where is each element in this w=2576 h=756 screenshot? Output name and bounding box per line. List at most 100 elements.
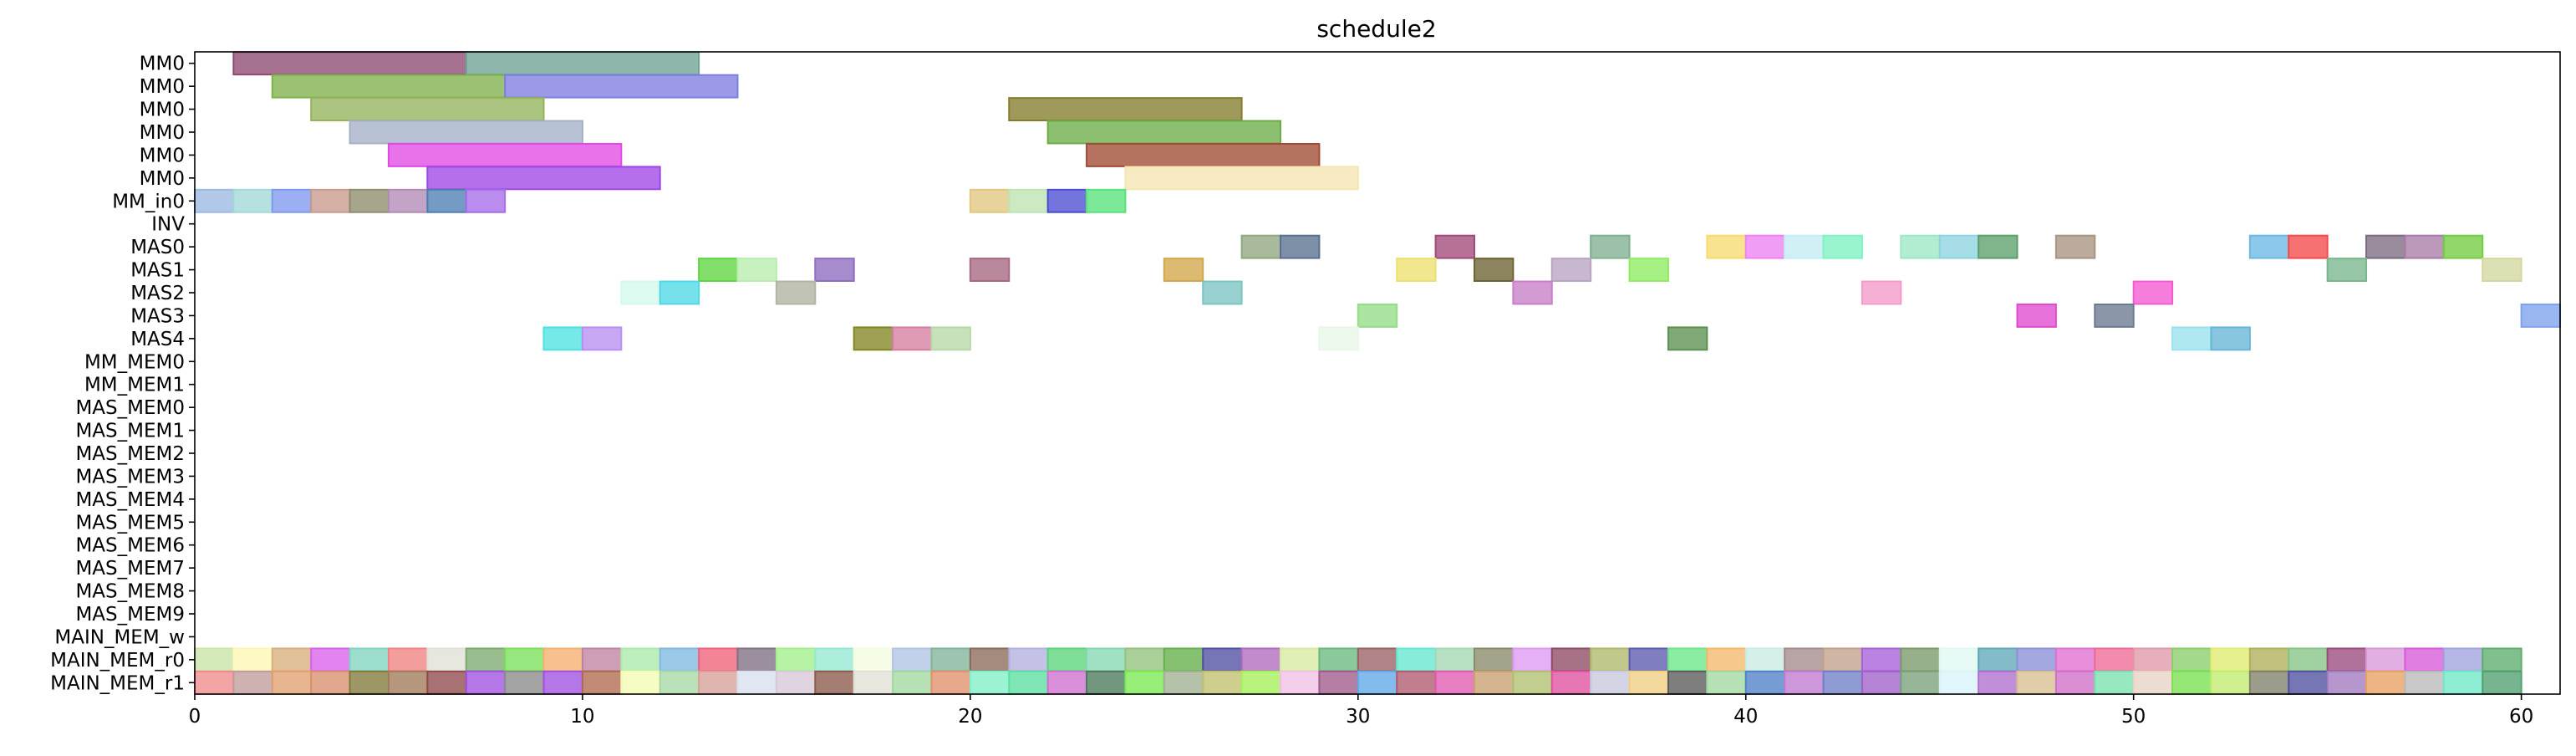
mem-bar-r26-56	[2365, 647, 2406, 672]
mem-bar-r27-37	[1628, 670, 1669, 695]
y-tick-label: MM_MEM0	[84, 351, 185, 373]
mem-bar-r26-49	[2094, 647, 2135, 672]
task-bar-18	[426, 188, 467, 213]
task-bar-31	[1822, 234, 1863, 259]
task-bar-34	[1978, 234, 2019, 259]
mem-bar-r27-31	[1396, 670, 1437, 695]
task-bar-42	[736, 258, 777, 283]
mem-bar-r26-51	[2171, 647, 2212, 672]
mem-bar-r26-26	[1202, 647, 1243, 672]
task-bar-54	[775, 280, 817, 305]
mem-bar-r26-40	[1744, 647, 1786, 672]
mem-bar-r26-14	[736, 647, 777, 672]
task-bar-25	[1280, 234, 1321, 259]
mem-bar-r27-47	[2016, 670, 2057, 695]
mem-bar-r26-57	[2404, 647, 2445, 672]
mem-bar-r27-53	[2248, 670, 2290, 695]
task-bar-60	[2016, 303, 2057, 328]
mem-bar-r26-36	[1590, 647, 1631, 672]
mem-bar-r26-34	[1512, 647, 1553, 672]
y-tick-label: MAS2	[130, 283, 185, 304]
y-tick-label: MM_in0	[112, 191, 185, 212]
mem-bar-r26-16	[814, 647, 855, 672]
task-bar-19	[465, 188, 507, 213]
y-tick-label: MAIN_MEM_r1	[50, 672, 185, 694]
mem-bar-r27-13	[698, 670, 739, 695]
task-bar-8	[387, 142, 623, 167]
mem-bar-r27-7	[465, 670, 507, 695]
mem-bar-r27-34	[1512, 670, 1553, 695]
mem-bar-r26-7	[465, 647, 507, 672]
x-tick-label: 50	[2121, 706, 2146, 728]
mem-bar-r26-13	[698, 647, 739, 672]
task-bar-68	[1318, 326, 1359, 351]
mem-bar-r27-54	[2288, 670, 2329, 695]
mem-bar-r27-6	[426, 670, 467, 695]
mem-bar-r27-56	[2365, 670, 2406, 695]
task-bar-12	[194, 188, 235, 213]
task-bar-13	[232, 188, 273, 213]
y-tick-label: MM0	[140, 100, 185, 121]
task-bar-43	[814, 258, 855, 283]
task-bar-49	[1628, 258, 1669, 283]
task-bar-37	[2288, 234, 2329, 259]
mem-bar-r26-12	[659, 647, 700, 672]
task-bar-32	[1900, 234, 1941, 259]
task-bar-64	[581, 326, 623, 351]
mem-bar-r27-17	[853, 670, 894, 695]
mem-bar-r26-9	[542, 647, 583, 672]
mem-bar-r26-30	[1357, 647, 1398, 672]
mem-bar-r26-22	[1046, 647, 1088, 672]
task-bar-1	[465, 51, 700, 76]
plot-frame	[194, 51, 2561, 695]
mem-bar-r27-38	[1667, 670, 1708, 695]
mem-bar-r26-50	[2132, 647, 2174, 672]
task-bar-28	[1706, 234, 1747, 259]
mem-bar-r27-32	[1434, 670, 1475, 695]
mem-bar-r27-16	[814, 670, 855, 695]
task-bar-48	[1550, 258, 1592, 283]
y-tick-label: MM0	[140, 54, 185, 75]
mem-bar-r26-38	[1667, 647, 1708, 672]
task-bar-50	[2326, 258, 2368, 283]
mem-bar-r27-55	[2326, 670, 2368, 695]
mem-bar-r27-22	[1046, 670, 1088, 695]
task-bar-51	[2482, 258, 2523, 283]
task-bar-30	[1784, 234, 1825, 259]
mem-bar-r26-37	[1628, 647, 1669, 672]
task-bar-47	[1473, 258, 1515, 283]
task-bar-22	[1046, 188, 1088, 213]
mem-bar-r26-54	[2288, 647, 2329, 672]
mem-bar-r26-53	[2248, 647, 2290, 672]
mem-bar-r27-14	[736, 670, 777, 695]
mem-bar-r27-9	[542, 670, 583, 695]
mem-bar-r27-5	[387, 670, 429, 695]
mem-bar-r27-12	[659, 670, 700, 695]
mem-bar-r26-31	[1396, 647, 1437, 672]
y-tick-label: MM_MEM1	[84, 375, 185, 396]
mem-bar-r27-8	[504, 670, 545, 695]
task-bar-10	[426, 166, 661, 191]
y-tick-label: INV	[151, 214, 185, 236]
bars-layer	[194, 51, 2561, 695]
mem-bar-r27-20	[969, 670, 1011, 695]
x-tick-label: 60	[2509, 706, 2533, 728]
x-tick-label: 0	[189, 706, 201, 728]
y-tick-label: MAS_MEM3	[75, 466, 185, 488]
task-bar-5	[1008, 97, 1243, 122]
x-axis-ticks: 0 10 20 30 40 50 60	[189, 694, 2533, 728]
mem-bar-r27-19	[930, 670, 971, 695]
mem-bar-r26-19	[930, 647, 971, 672]
mem-bar-r26-24	[1124, 647, 1165, 672]
mem-bar-r26-20	[969, 647, 1011, 672]
mem-bar-r26-25	[1163, 647, 1204, 672]
chart-title: schedule2	[1316, 15, 1436, 43]
mem-bar-r27-27	[1240, 670, 1282, 695]
task-bar-55	[1202, 280, 1243, 305]
task-bar-57	[1861, 280, 1902, 305]
y-tick-label: MAS_MEM4	[75, 489, 185, 511]
task-bar-61	[2094, 303, 2135, 328]
mem-bar-r26-43	[1861, 647, 1902, 672]
